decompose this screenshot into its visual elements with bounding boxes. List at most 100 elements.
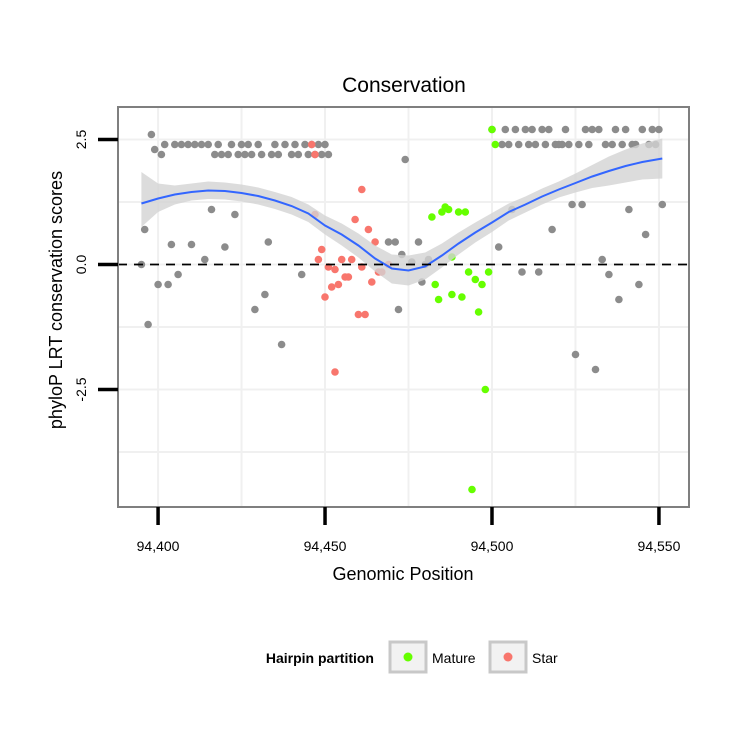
x-axis-label: Genomic Position [332,564,473,584]
data-point-other [144,320,152,329]
data-point-other [518,268,526,276]
data-point-mature [444,205,453,214]
data-point-other [157,150,166,159]
data-point-other [304,150,313,159]
data-point-other [568,200,576,209]
data-point-other [621,125,630,134]
data-point-other [601,140,610,149]
data-point-other [605,270,613,279]
data-point-mature [468,485,476,494]
data-point-other [171,140,179,149]
data-point-other [561,125,570,134]
data-point-other [294,150,303,159]
confidence-band [141,138,663,286]
data-point-other [167,240,176,249]
data-point-other [504,140,513,149]
y-tick-label: 2.5 [73,130,89,150]
data-point-other [635,280,643,289]
data-point-mature [491,140,500,149]
data-point-mature [488,125,496,134]
data-point-star [337,255,346,264]
data-point-mature [428,213,436,221]
data-point-other [541,140,550,149]
data-point-other [297,270,306,279]
data-point-other [267,150,276,159]
data-point-other [291,140,299,149]
data-point-other [384,238,393,246]
data-point-other [638,125,647,134]
data-point-other [154,280,162,289]
data-point-other [394,305,403,314]
x-tick-label: 94,450 [304,538,347,554]
data-point-star [358,185,366,194]
data-point-other [237,140,246,149]
data-point-other [274,150,283,159]
data-point-star [314,255,323,264]
data-point-mature [481,385,490,394]
data-point-mature [484,268,493,276]
data-point-star [368,278,376,286]
data-point-other [324,150,333,159]
data-point-other [548,225,556,234]
x-tick-label: 94,400 [137,538,180,554]
data-point-star [351,215,359,224]
data-point-other [214,140,222,149]
data-point-other [184,140,192,149]
data-point-star [364,225,373,234]
data-point-other [641,230,650,239]
data-point-other [264,238,273,246]
data-point-mature [478,280,486,289]
data-point-star [371,238,379,246]
data-point-other [414,238,423,246]
x-tick-label: 94,500 [471,538,514,554]
data-point-other [150,145,159,154]
data-point-other [534,268,543,276]
data-point-other [191,140,199,149]
data-point-other [521,125,530,134]
data-point-mature [461,208,470,216]
data-point-other [615,295,623,304]
data-point-other [277,340,286,349]
data-point-other [585,140,593,149]
data-point-other [234,150,242,159]
y-tick-label: 0.0 [73,255,89,275]
data-point-other [261,290,269,299]
data-point-other [565,140,573,149]
data-point-mature [471,275,480,284]
plot-area: 94,400 94,450 94,500 94,550 -2.5 0.0 2.5 [73,106,690,554]
data-point-star [321,293,329,301]
data-point-star [331,368,339,376]
data-point-other [598,255,606,264]
data-point-other [217,150,226,159]
data-point-other [578,200,586,209]
y-tick-label: -2.5 [73,377,89,401]
data-point-star [347,255,356,264]
data-point-other [575,140,583,149]
data-point-star [317,245,326,254]
smooth-trend-line [141,157,663,272]
data-point-star [331,265,339,274]
data-point-other [231,210,239,219]
data-point-other [571,350,580,359]
data-point-mature [454,208,463,216]
x-tick-label: 94,550 [638,538,681,554]
data-point-other [197,140,206,149]
data-point-other [281,140,289,149]
data-point-other [251,305,259,314]
legend-label-mature: Mature [432,650,476,666]
data-point-other [271,140,279,149]
data-point-mature [431,280,440,289]
data-point-other [528,125,536,134]
data-point-star [361,310,369,319]
data-point-mature [434,295,443,304]
data-point-other [618,140,626,149]
data-point-other [595,125,603,134]
data-point-other [321,140,329,149]
data-point-star [311,150,319,159]
data-point-other [187,240,196,249]
data-point-other [401,155,410,164]
data-point-other [588,125,596,134]
data-point-mature [448,290,456,299]
data-point-mature [458,293,466,301]
